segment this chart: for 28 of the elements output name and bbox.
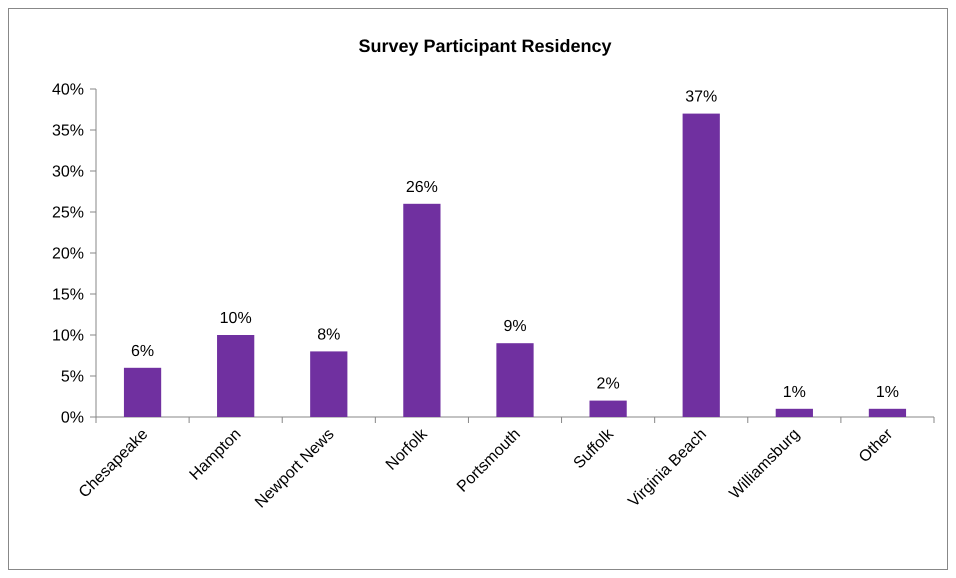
y-tick-label: 5% [60,368,84,386]
data-label: 6% [130,342,154,360]
bar [868,408,906,417]
data-label: 2% [596,376,620,393]
bar [496,343,534,417]
bar [589,400,627,417]
data-label: 37% [685,88,718,106]
y-tick-label: 40% [52,82,84,99]
data-label: 1% [782,384,806,401]
bar [682,114,720,417]
data-label: 9% [503,318,527,336]
bar [403,204,441,417]
y-tick-label: 15% [52,286,84,304]
bar [310,351,348,417]
data-label: 26% [406,178,438,196]
data-label: 8% [317,326,340,344]
bar [776,408,813,417]
bar [217,335,254,417]
y-tick-label: 0% [60,410,84,427]
y-tick-label: 30% [52,164,84,181]
y-tick-label: 25% [52,204,84,222]
chart-title: Survey Participant Residency [358,36,612,56]
y-tick-label: 35% [52,122,84,140]
y-tick-label: 10% [52,328,84,345]
bar [124,368,162,417]
data-label: 10% [220,310,252,327]
data-label: 1% [876,384,900,401]
y-tick-label: 20% [52,246,84,263]
